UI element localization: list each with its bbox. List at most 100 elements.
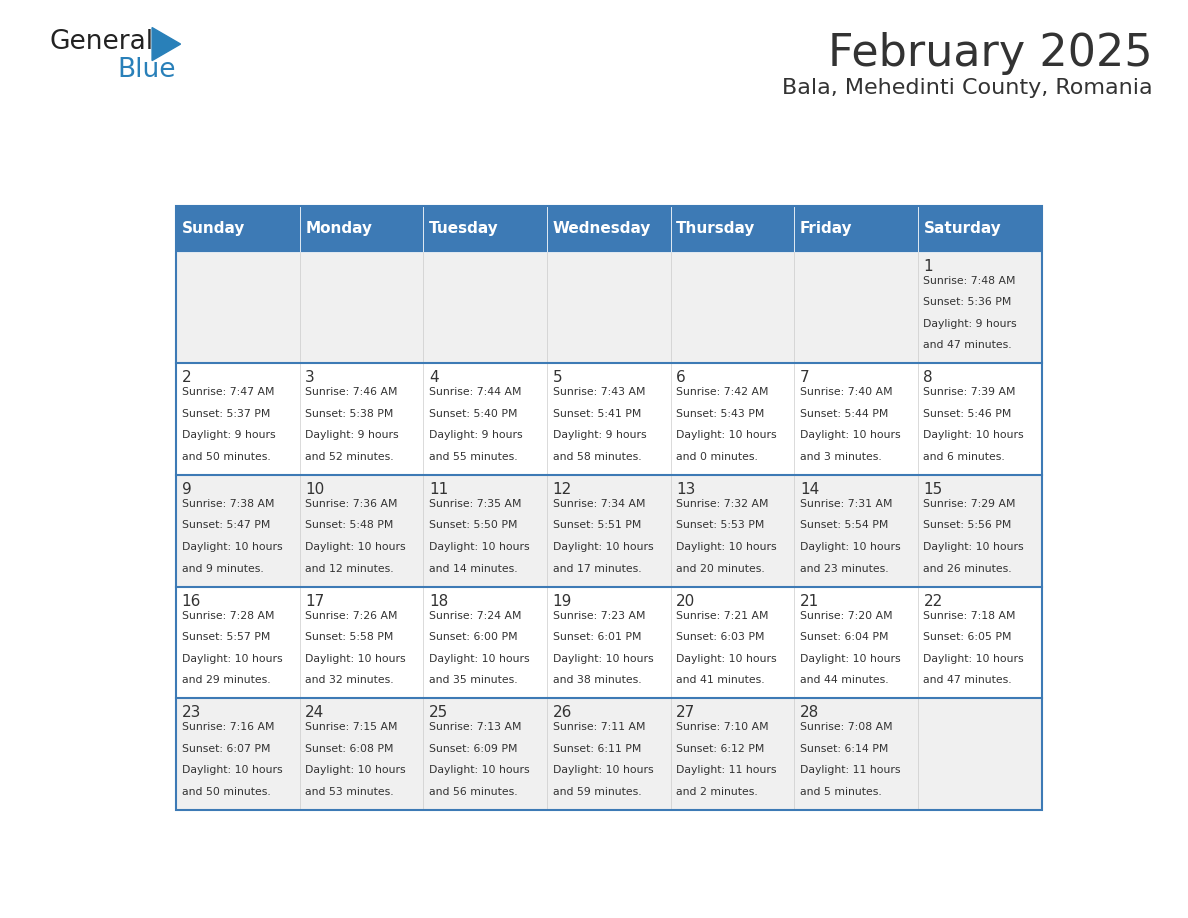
Text: 10: 10	[305, 482, 324, 497]
Text: Bala, Mehedinti County, Romania: Bala, Mehedinti County, Romania	[782, 78, 1152, 98]
Text: Daylight: 10 hours: Daylight: 10 hours	[429, 654, 530, 664]
Text: Daylight: 9 hours: Daylight: 9 hours	[182, 431, 276, 441]
Text: Sunset: 5:46 PM: Sunset: 5:46 PM	[923, 409, 1012, 419]
Text: and 9 minutes.: and 9 minutes.	[182, 564, 264, 574]
Text: 13: 13	[676, 482, 695, 497]
Text: Friday: Friday	[800, 221, 853, 236]
Bar	[671, 587, 795, 699]
Text: Daylight: 10 hours: Daylight: 10 hours	[800, 431, 901, 441]
Text: Blue: Blue	[118, 57, 176, 83]
Bar	[546, 252, 671, 364]
Bar	[176, 587, 299, 699]
Text: Sunset: 5:51 PM: Sunset: 5:51 PM	[552, 521, 642, 531]
Text: Thursday: Thursday	[676, 221, 756, 236]
Bar	[795, 587, 918, 699]
Text: 6: 6	[676, 370, 685, 386]
Text: Sunset: 5:57 PM: Sunset: 5:57 PM	[182, 633, 270, 643]
Text: and 50 minutes.: and 50 minutes.	[182, 452, 271, 462]
Bar	[795, 475, 918, 587]
Text: Daylight: 9 hours: Daylight: 9 hours	[429, 431, 523, 441]
Text: 25: 25	[429, 705, 448, 721]
Text: and 41 minutes.: and 41 minutes.	[676, 676, 765, 685]
Text: and 38 minutes.: and 38 minutes.	[552, 676, 642, 685]
Text: Daylight: 10 hours: Daylight: 10 hours	[923, 542, 1024, 552]
Text: Sunrise: 7:34 AM: Sunrise: 7:34 AM	[552, 498, 645, 509]
Text: and 35 minutes.: and 35 minutes.	[429, 676, 518, 685]
Text: Sunrise: 7:20 AM: Sunrise: 7:20 AM	[800, 610, 892, 621]
Text: and 47 minutes.: and 47 minutes.	[923, 676, 1012, 685]
Text: Daylight: 9 hours: Daylight: 9 hours	[552, 431, 646, 441]
Text: Sunrise: 7:26 AM: Sunrise: 7:26 AM	[305, 610, 398, 621]
Text: and 5 minutes.: and 5 minutes.	[800, 787, 881, 797]
Bar	[176, 252, 299, 364]
Text: Sunrise: 7:42 AM: Sunrise: 7:42 AM	[676, 387, 769, 397]
Bar	[546, 206, 671, 252]
Text: Wednesday: Wednesday	[552, 221, 651, 236]
Text: and 47 minutes.: and 47 minutes.	[923, 341, 1012, 350]
Text: 16: 16	[182, 594, 201, 609]
Text: Sunset: 5:41 PM: Sunset: 5:41 PM	[552, 409, 642, 419]
Text: Sunrise: 7:40 AM: Sunrise: 7:40 AM	[800, 387, 892, 397]
Text: 21: 21	[800, 594, 819, 609]
Text: Sunrise: 7:15 AM: Sunrise: 7:15 AM	[305, 722, 398, 733]
Text: 23: 23	[182, 705, 201, 721]
Text: Sunrise: 7:39 AM: Sunrise: 7:39 AM	[923, 387, 1016, 397]
Text: 8: 8	[923, 370, 933, 386]
Text: Sunrise: 7:36 AM: Sunrise: 7:36 AM	[305, 498, 398, 509]
Text: Sunset: 6:07 PM: Sunset: 6:07 PM	[182, 744, 270, 754]
Bar	[176, 699, 299, 810]
Text: 11: 11	[429, 482, 448, 497]
Text: Sunset: 5:40 PM: Sunset: 5:40 PM	[429, 409, 518, 419]
Text: and 32 minutes.: and 32 minutes.	[305, 676, 394, 685]
Bar	[671, 475, 795, 587]
Text: Sunrise: 7:08 AM: Sunrise: 7:08 AM	[800, 722, 892, 733]
Text: Sunrise: 7:44 AM: Sunrise: 7:44 AM	[429, 387, 522, 397]
Text: Sunset: 5:53 PM: Sunset: 5:53 PM	[676, 521, 765, 531]
Text: Daylight: 10 hours: Daylight: 10 hours	[182, 654, 283, 664]
Text: and 53 minutes.: and 53 minutes.	[305, 787, 394, 797]
Text: Sunrise: 7:48 AM: Sunrise: 7:48 AM	[923, 275, 1016, 285]
Text: 28: 28	[800, 705, 819, 721]
Text: Daylight: 10 hours: Daylight: 10 hours	[676, 431, 777, 441]
Text: Sunrise: 7:21 AM: Sunrise: 7:21 AM	[676, 610, 769, 621]
Text: Sunrise: 7:18 AM: Sunrise: 7:18 AM	[923, 610, 1016, 621]
Text: 4: 4	[429, 370, 438, 386]
Bar	[918, 364, 1042, 475]
Text: Sunset: 6:04 PM: Sunset: 6:04 PM	[800, 633, 889, 643]
Text: Monday: Monday	[305, 221, 372, 236]
Text: and 55 minutes.: and 55 minutes.	[429, 452, 518, 462]
Text: and 14 minutes.: and 14 minutes.	[429, 564, 518, 574]
Text: 15: 15	[923, 482, 943, 497]
Text: and 50 minutes.: and 50 minutes.	[182, 787, 271, 797]
Text: Sunrise: 7:38 AM: Sunrise: 7:38 AM	[182, 498, 274, 509]
Text: Saturday: Saturday	[923, 221, 1001, 236]
Text: 19: 19	[552, 594, 571, 609]
Text: Sunrise: 7:32 AM: Sunrise: 7:32 AM	[676, 498, 769, 509]
Bar	[546, 587, 671, 699]
Bar	[176, 364, 299, 475]
Text: Daylight: 10 hours: Daylight: 10 hours	[305, 766, 406, 776]
Bar	[299, 364, 423, 475]
Text: Daylight: 9 hours: Daylight: 9 hours	[305, 431, 399, 441]
Text: and 23 minutes.: and 23 minutes.	[800, 564, 889, 574]
Text: Sunset: 5:38 PM: Sunset: 5:38 PM	[305, 409, 393, 419]
Text: 14: 14	[800, 482, 819, 497]
Text: Sunset: 6:03 PM: Sunset: 6:03 PM	[676, 633, 765, 643]
Text: 7: 7	[800, 370, 809, 386]
Bar	[918, 587, 1042, 699]
Text: Daylight: 10 hours: Daylight: 10 hours	[800, 542, 901, 552]
Bar	[299, 206, 423, 252]
Text: Sunset: 5:47 PM: Sunset: 5:47 PM	[182, 521, 270, 531]
Text: 20: 20	[676, 594, 695, 609]
Text: Sunrise: 7:43 AM: Sunrise: 7:43 AM	[552, 387, 645, 397]
Bar	[546, 475, 671, 587]
Text: Daylight: 10 hours: Daylight: 10 hours	[676, 654, 777, 664]
Text: Sunrise: 7:23 AM: Sunrise: 7:23 AM	[552, 610, 645, 621]
Text: Sunset: 6:14 PM: Sunset: 6:14 PM	[800, 744, 889, 754]
Text: Sunrise: 7:31 AM: Sunrise: 7:31 AM	[800, 498, 892, 509]
Bar	[423, 206, 546, 252]
Bar	[918, 252, 1042, 364]
Text: Daylight: 11 hours: Daylight: 11 hours	[800, 766, 901, 776]
Text: Sunset: 5:37 PM: Sunset: 5:37 PM	[182, 409, 270, 419]
Text: Sunset: 5:50 PM: Sunset: 5:50 PM	[429, 521, 518, 531]
